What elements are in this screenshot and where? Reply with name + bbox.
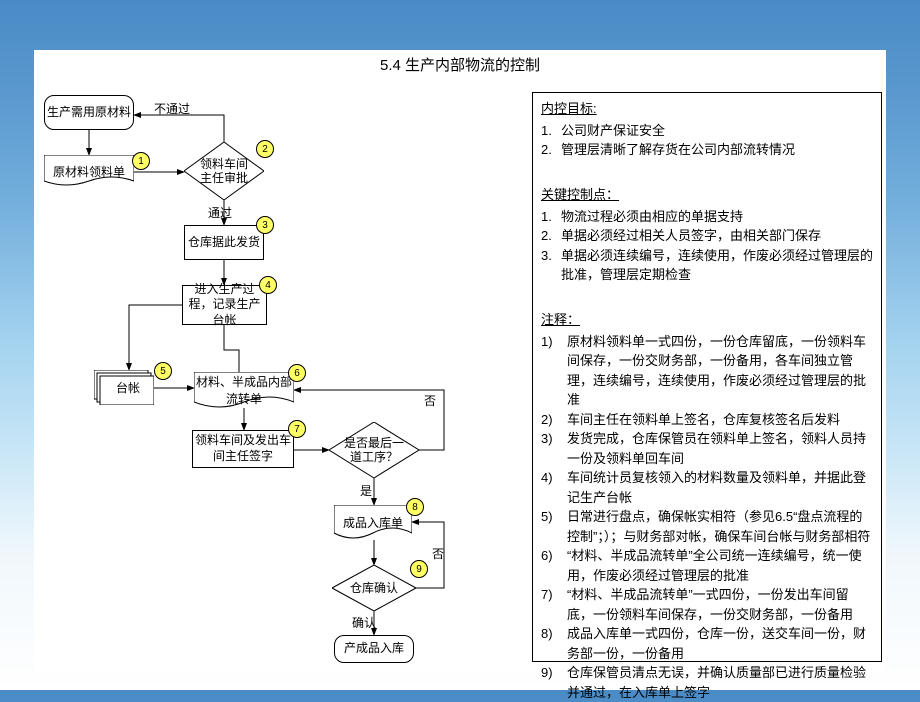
anno-item: 3)发货完成，仓库保管员在领料单上签名，领料人员持一份及领料单回车间 [541, 429, 873, 468]
badge-9: 9 [410, 560, 428, 578]
node-decision-confirm: 仓库确认 [332, 565, 416, 611]
anno-item: 7)“材料、半成品流转单”一式四份，一份发出车间留底，一份领料车间保存，一份交财… [541, 585, 873, 624]
node-ledger: 台帐 [94, 370, 154, 405]
ledger-label: 台帐 [94, 370, 154, 405]
node-production-record: 进入生产过程，记录生产台帐 [182, 285, 267, 325]
notes-panel: 内控目标: 1.公司财产保证安全 2.管理层清晰了解存货在公司内部流转情况 关键… [532, 92, 882, 662]
label-dconf-no: 否 [432, 545, 444, 562]
goal-list: 1.公司财产保证安全 2.管理层清晰了解存货在公司内部流转情况 [541, 121, 873, 160]
badge-2: 2 [256, 140, 274, 158]
flowchart: 生产需用原材料 原材料领料单 领料车间主任审批 不通过 通过 仓库据此发货 进入… [34, 90, 544, 670]
page-title: 5.4 生产内部物流的控制 [0, 54, 920, 75]
anno-item: 8)成品入库单一式四份，仓库一份，送交车间一份，财务部一份，一份备用 [541, 624, 873, 663]
badge-3: 3 [256, 216, 274, 234]
doc6-label: 材料、半成品内部流转单 [194, 373, 294, 407]
anno-item: 5)日常进行盘点，确保帐实相符（参见6.5“盘点流程的控制”；）；与财务部对帐，… [541, 507, 873, 546]
kcp-item: 2.单据必须经过相关人员签字，由相关部门保存 [541, 226, 873, 246]
node-decision-last-step: 是否最后一道工序？ [329, 422, 419, 478]
badge-8: 8 [406, 498, 424, 516]
node-start-label: 生产需用原材料 [47, 105, 131, 121]
label-dconf-yes: 确认 [352, 614, 376, 631]
anno-list: 1)原材料领料单一式四份，一份仓库留底，一份领料车间保存，一份交财务部，一份备用… [541, 332, 873, 702]
node-doc-material-req: 原材料领料单 [44, 155, 134, 187]
end-label: 产成品入库 [344, 641, 404, 657]
node-decision-approval: 领料车间主任审批 [184, 142, 264, 200]
anno-item: 9)仓库保管员清点无误，并确认质量部已进行质量检验并通过，在入库单上签字 [541, 663, 873, 702]
badge-7: 7 [288, 420, 306, 438]
anno-title: 注释： [541, 310, 873, 330]
d1-label: 领料车间主任审批 [184, 142, 264, 200]
node-sign: 领料车间及发出车间主任签字 [192, 430, 294, 468]
kcp-item: 3.单据必须连续编号，连续使用，作废必须经过管理层的批准，管理层定期检查 [541, 246, 873, 285]
badge-1: 1 [132, 152, 150, 170]
anno-item: 2)车间主任在领料单上签名，仓库复核签名后发料 [541, 410, 873, 430]
p7-label: 领料车间及发出车间主任签字 [195, 433, 291, 464]
label-dlast-yes: 是 [360, 482, 372, 499]
badge-5: 5 [154, 362, 172, 380]
anno-item: 4)车间统计员复核领入的材料数量及领料单，并据此登记生产台帐 [541, 468, 873, 507]
kcp-item: 1.物流过程必须由相应的单据支持 [541, 207, 873, 227]
doc8-label: 成品入库单 [343, 514, 403, 531]
dconf-label: 仓库确认 [332, 565, 416, 611]
kcp-title: 关键控制点： [541, 185, 873, 205]
node-doc-finished-in: 成品入库单 [334, 505, 412, 539]
p4-label: 进入生产过程，记录生产台帐 [185, 282, 264, 329]
badge-4: 4 [259, 276, 277, 294]
node-doc-transfer: 材料、半成品内部流转单 [194, 372, 294, 408]
kcp-list: 1.物流过程必须由相应的单据支持 2.单据必须经过相关人员签字，由相关部门保存 … [541, 207, 873, 285]
doc1-label: 原材料领料单 [53, 163, 125, 180]
goal-title: 内控目标: [541, 99, 873, 119]
label-d1-no: 不通过 [154, 100, 190, 117]
label-d1-yes: 通过 [208, 204, 232, 221]
goal-item: 2.管理层清晰了解存货在公司内部流转情况 [541, 140, 873, 160]
badge-6: 6 [288, 364, 306, 382]
node-end: 产成品入库 [334, 635, 414, 663]
anno-item: 6)“材料、半成品流转单”全公司统一连续编号，统一使用，作废必须经过管理层的批准 [541, 546, 873, 585]
label-dlast-no: 否 [424, 392, 436, 409]
anno-item: 1)原材料领料单一式四份，一份仓库留底，一份领料车间保存，一份交财务部，一份备用… [541, 332, 873, 410]
node-start: 生产需用原材料 [44, 95, 134, 130]
dlast-label: 是否最后一道工序？ [329, 422, 419, 478]
p3-label: 仓库据此发货 [188, 235, 260, 251]
goal-item: 1.公司财产保证安全 [541, 121, 873, 141]
node-warehouse-issue: 仓库据此发货 [184, 225, 264, 260]
